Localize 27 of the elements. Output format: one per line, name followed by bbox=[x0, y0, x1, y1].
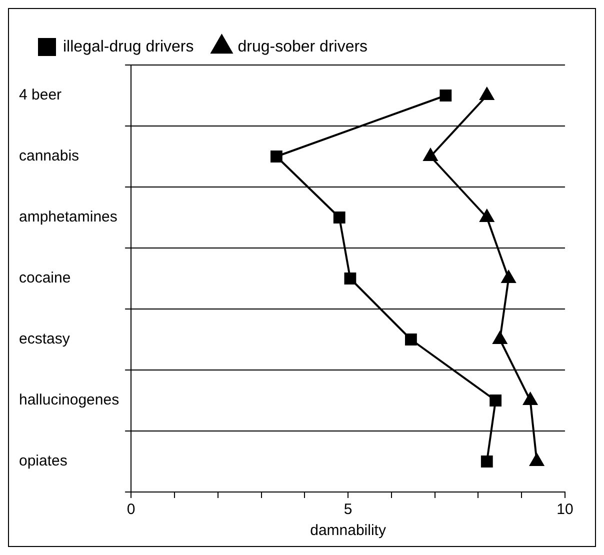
point bbox=[490, 394, 502, 406]
x-tick-label: 0 bbox=[126, 501, 136, 518]
point bbox=[405, 334, 417, 346]
point bbox=[502, 270, 516, 283]
x-tick-label: 10 bbox=[556, 501, 574, 518]
point bbox=[480, 88, 494, 100]
point bbox=[480, 456, 493, 468]
y-tick-label: opiates bbox=[19, 452, 68, 470]
point bbox=[530, 454, 544, 466]
point bbox=[492, 332, 507, 344]
x-axis-title: damnability bbox=[310, 522, 386, 540]
y-tick-label: cocaine bbox=[19, 270, 71, 287]
y-tick-label: 4 beer bbox=[19, 86, 62, 104]
point bbox=[440, 90, 452, 102]
point bbox=[270, 150, 282, 162]
point bbox=[344, 272, 356, 284]
legend-label: illegal-drug drivers bbox=[63, 38, 194, 56]
x-tick-label: 5 bbox=[344, 501, 352, 518]
y-tick-label: ecstasy bbox=[19, 330, 70, 348]
y-tick-label: amphetamines bbox=[19, 208, 118, 226]
legend-label: drug-sober drivers bbox=[238, 38, 368, 56]
point bbox=[523, 392, 538, 405]
y-tick-label: hallucinogenes bbox=[19, 392, 120, 409]
y-tick-label: cannabis bbox=[19, 148, 80, 165]
point bbox=[333, 212, 346, 224]
point bbox=[480, 210, 494, 222]
point bbox=[423, 148, 438, 161]
